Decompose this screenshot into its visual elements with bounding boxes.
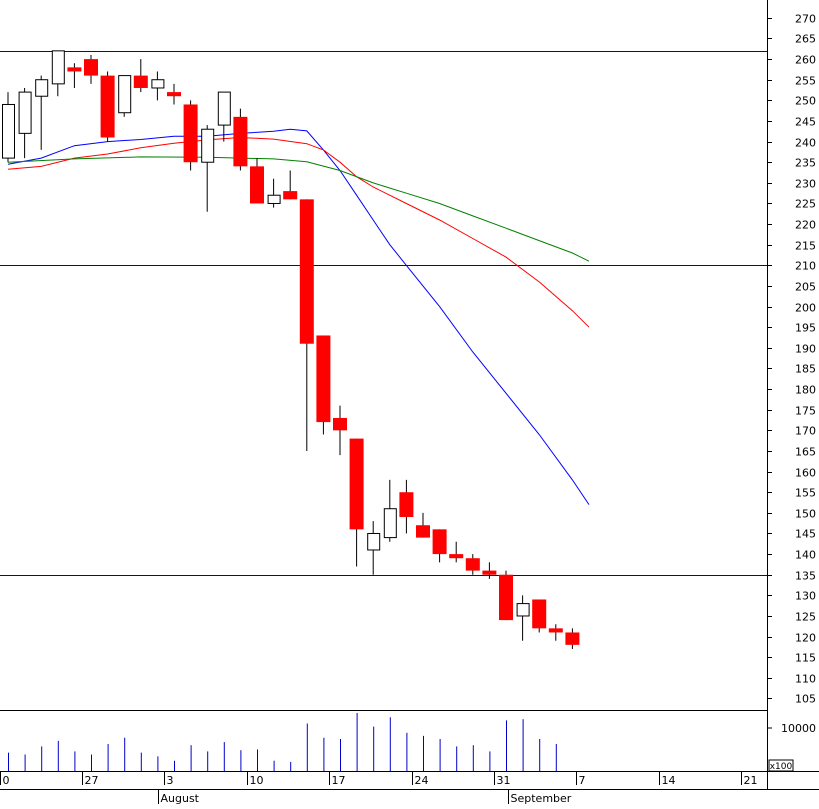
price-tick-label: 200 xyxy=(795,302,816,315)
candle-body-up xyxy=(151,79,165,89)
candle-body-down xyxy=(499,574,513,621)
price-tick-label: 230 xyxy=(795,178,816,191)
price-tick-label: 160 xyxy=(795,467,816,480)
price-tick-label: 170 xyxy=(795,425,816,438)
price-tick-label: 255 xyxy=(795,75,816,88)
price-tick-label: 195 xyxy=(795,322,816,335)
date-tick-label: 7 xyxy=(579,774,586,787)
month-label: September xyxy=(511,792,572,804)
price-tick-label: 175 xyxy=(795,405,816,418)
price-tick-label: 145 xyxy=(795,528,816,541)
volume-multiplier-label: x100 xyxy=(770,762,793,772)
date-tick-label: 17 xyxy=(332,774,346,787)
candle-body-up xyxy=(118,75,132,114)
candle-body-up xyxy=(35,79,49,97)
price-tick-label: 245 xyxy=(795,116,816,129)
horizontal-lines xyxy=(0,51,767,576)
price-tick-label: 215 xyxy=(795,240,816,253)
candle-body-down xyxy=(432,529,447,555)
candle-body-down xyxy=(283,191,298,200)
date-tick-label: 24 xyxy=(415,774,429,787)
candle-body-down xyxy=(84,59,98,76)
candle-body-down xyxy=(167,92,181,97)
price-tick-label: 235 xyxy=(795,157,816,170)
price-tick-label: 110 xyxy=(795,673,816,686)
candle-body-up xyxy=(51,50,65,85)
date-tick-label: 31 xyxy=(497,774,511,787)
price-axis: 105 110 115 120 125 130 135 140 145 150 155 160 165 1… xyxy=(767,13,816,772)
volume-multiplier-box xyxy=(768,759,794,772)
candle-body-down xyxy=(333,417,347,431)
price-tick-label: 240 xyxy=(795,137,816,150)
price-tick-label: 155 xyxy=(795,487,816,500)
candle-body-up xyxy=(2,103,15,159)
candle-body-down xyxy=(399,492,414,517)
candle-body-down xyxy=(532,599,547,629)
candle-body-down xyxy=(233,116,248,167)
moving-average-line xyxy=(7,156,590,262)
price-tick-label: 210 xyxy=(795,260,816,273)
month-label: August xyxy=(161,792,200,804)
volume-bars xyxy=(8,712,557,771)
price-tick-label: 225 xyxy=(795,198,816,211)
candle-body-down xyxy=(465,558,480,571)
price-tick-label: 180 xyxy=(795,384,816,397)
candle-body-down xyxy=(133,75,148,88)
date-tick-label: 10 xyxy=(250,774,264,787)
candles xyxy=(2,50,580,649)
chart-frame xyxy=(0,0,819,790)
price-tick-label: 140 xyxy=(795,549,816,562)
candle-body-down xyxy=(316,335,331,423)
candle-body-down xyxy=(299,199,314,344)
candle-body-down xyxy=(482,570,497,575)
price-tick-label: 135 xyxy=(795,570,816,583)
candle-body-down xyxy=(565,632,580,645)
price-tick-label: 220 xyxy=(795,219,816,232)
date-tick-label: 27 xyxy=(85,774,99,787)
price-tick-label: 185 xyxy=(795,363,816,376)
candle-body-up xyxy=(367,532,381,551)
price-tick-label: 270 xyxy=(795,13,816,26)
candle-body-down xyxy=(100,75,115,138)
moving-average-line xyxy=(7,136,590,328)
price-tick-label: 105 xyxy=(795,693,816,706)
candle-body-up xyxy=(267,194,281,204)
candle-body-down xyxy=(250,166,264,204)
price-tick-label: 130 xyxy=(795,590,816,603)
price-tick-label: 150 xyxy=(795,508,816,521)
price-tick-label: 115 xyxy=(795,652,816,665)
candle-body-down xyxy=(183,104,198,163)
date-tick-label: 0 xyxy=(3,774,10,787)
moving-average-lines xyxy=(7,128,590,505)
price-tick-label: 205 xyxy=(795,281,816,294)
date-tick-label: 14 xyxy=(662,774,676,787)
candle-body-down xyxy=(67,67,82,72)
date-tick-label: 3 xyxy=(167,774,174,787)
price-tick-label: 125 xyxy=(795,611,816,624)
volume-tick-label: 10000 xyxy=(781,722,816,735)
candle-body-up xyxy=(201,128,215,163)
price-tick-label: 120 xyxy=(795,632,816,645)
date-axis: 0 27 3 10 17 24 31 7 14 21 August September xyxy=(0,771,758,805)
candle-body-up xyxy=(383,508,397,539)
price-tick-label: 265 xyxy=(795,33,816,46)
candle-body-down xyxy=(349,438,364,530)
candle-body-up xyxy=(217,91,231,126)
candle-body-down xyxy=(416,525,430,538)
candle-body-up xyxy=(516,603,530,617)
candle-body-up xyxy=(18,91,32,134)
candle-body-down xyxy=(449,554,464,559)
price-tick-label: 165 xyxy=(795,446,816,459)
candle-body-down xyxy=(548,628,563,633)
price-tick-label: 190 xyxy=(795,343,816,356)
date-tick-label: 21 xyxy=(744,774,758,787)
price-tick-label: 260 xyxy=(795,54,816,67)
price-tick-label: 250 xyxy=(795,95,816,108)
moving-average-line xyxy=(7,128,590,505)
